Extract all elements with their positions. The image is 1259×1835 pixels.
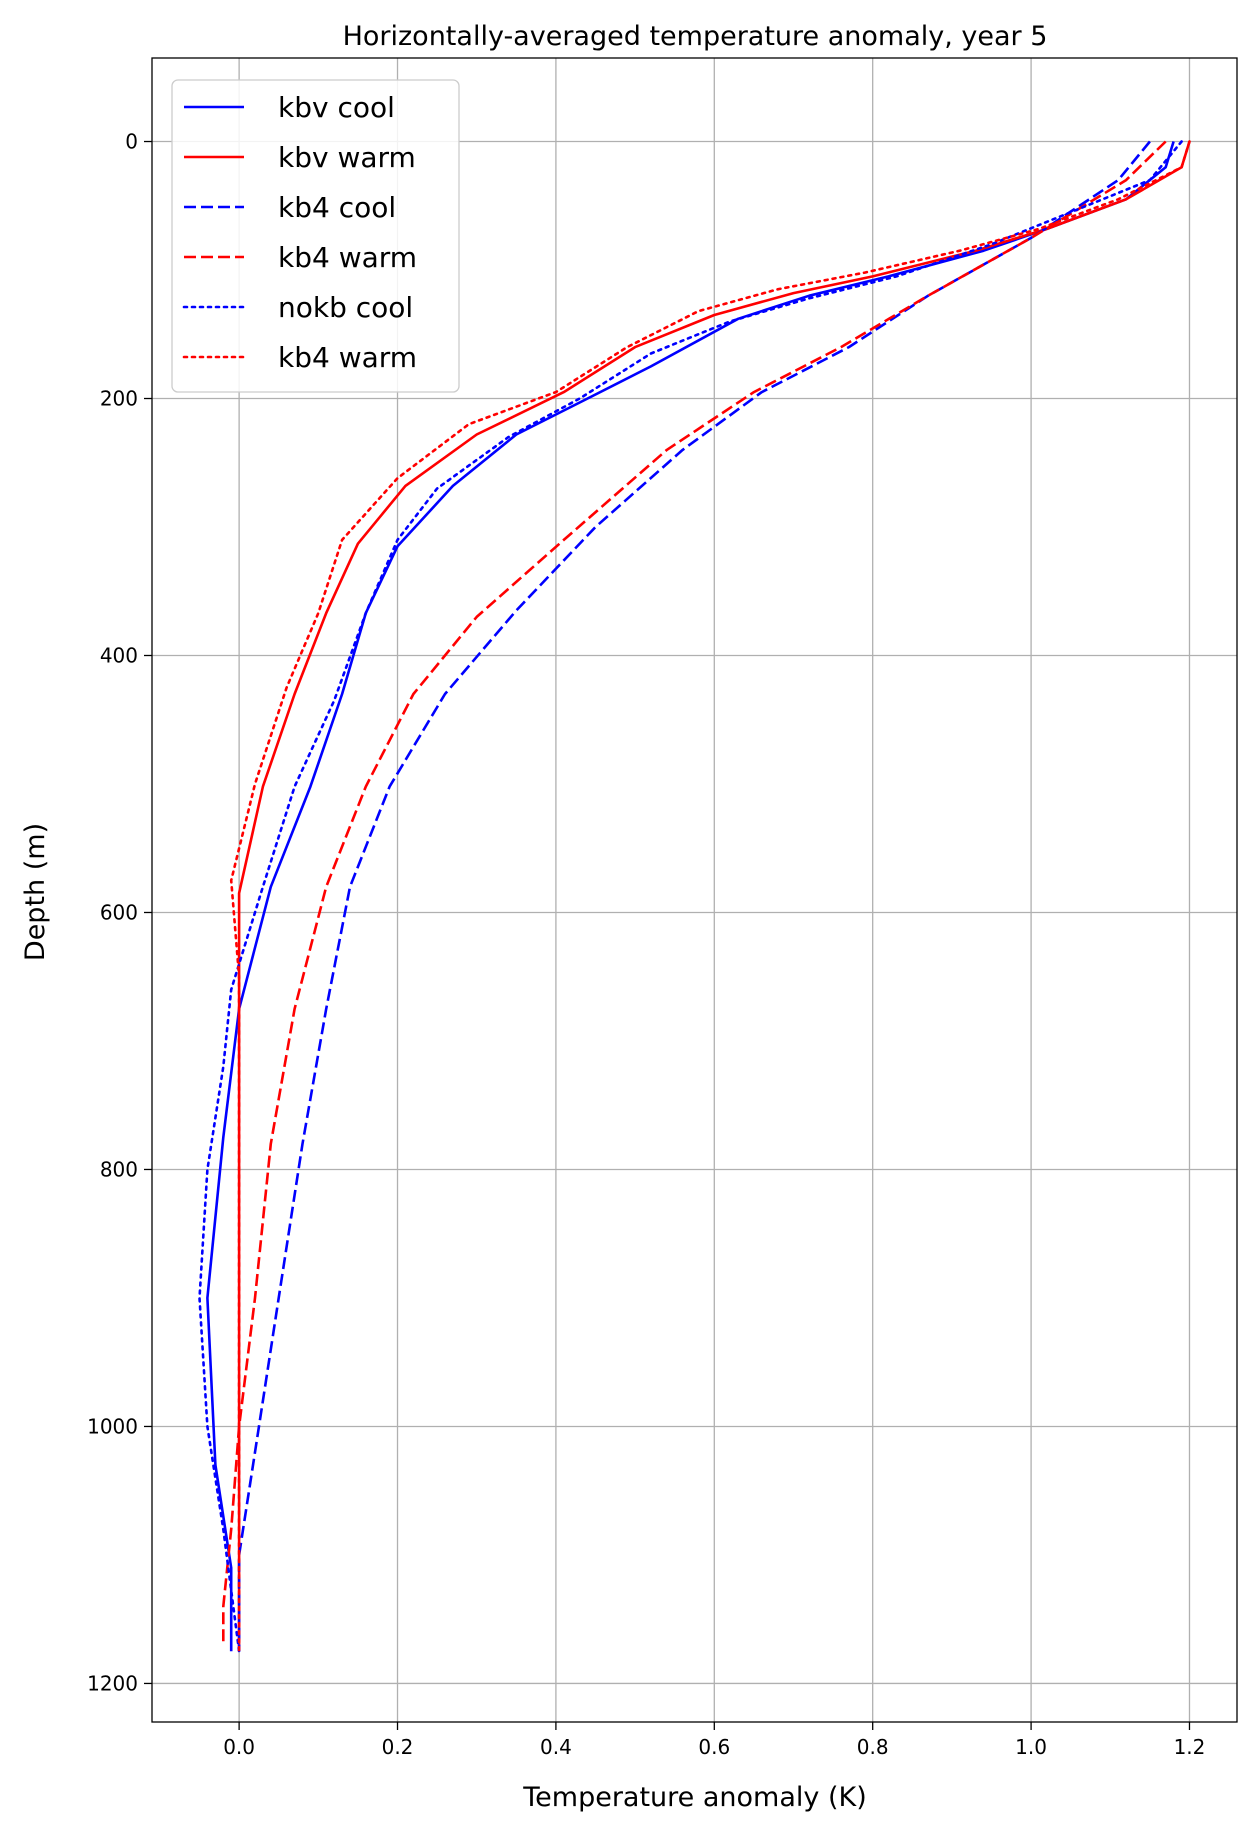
y-tick-label: 600 (100, 900, 138, 924)
grid-layer (152, 58, 1237, 1722)
legend-label: kb4 warm (278, 341, 417, 374)
x-tick-label: 0.2 (382, 1735, 414, 1759)
y-tick-label: 800 (100, 1157, 138, 1181)
x-tick-label: 0.8 (857, 1735, 889, 1759)
legend: kbv cool kbv warm kb4 cool kb4 warm nokb coo… (171, 79, 460, 393)
x-tick-label: 1.2 (1174, 1735, 1206, 1759)
x-axis-label: Temperature anomaly (K) (522, 1782, 866, 1813)
y-tick-label: 1000 (87, 1414, 138, 1438)
series-line-2 (237, 141, 1191, 1652)
legend-label: kbv warm (278, 141, 416, 174)
legend-label: kbv cool (278, 91, 395, 124)
x-tick-label: 0.6 (698, 1735, 730, 1759)
series-line-1 (206, 141, 1175, 1652)
series-layer (198, 140, 1191, 1653)
legend-label: nokb cool (278, 291, 413, 324)
plot-frame (151, 57, 1238, 1723)
x-tick-label: 0.0 (223, 1735, 255, 1759)
legend-label: kb4 warm (278, 241, 417, 274)
legend-label: kb4 cool (278, 191, 396, 224)
series-line-5 (198, 140, 1183, 1653)
x-tick-label: 1.0 (1015, 1735, 1047, 1759)
y-tick-label: 0 (125, 130, 138, 154)
y-tick-label: 400 (100, 643, 138, 667)
series-line-6 (229, 140, 1191, 1653)
chart-title: Horizontally-averaged temperature anomal… (343, 21, 1048, 52)
y-axis-label: Depth (m) (20, 823, 51, 961)
x-tick-label: 0.4 (540, 1735, 572, 1759)
y-tick-label: 200 (100, 387, 138, 411)
y-tick-label: 1200 (87, 1671, 138, 1695)
tick-layer: 0.0 0.2 0.4 0.6 0.8 1.0 1.2 0 200 400 600 800 1000 12… (87, 130, 1205, 1759)
